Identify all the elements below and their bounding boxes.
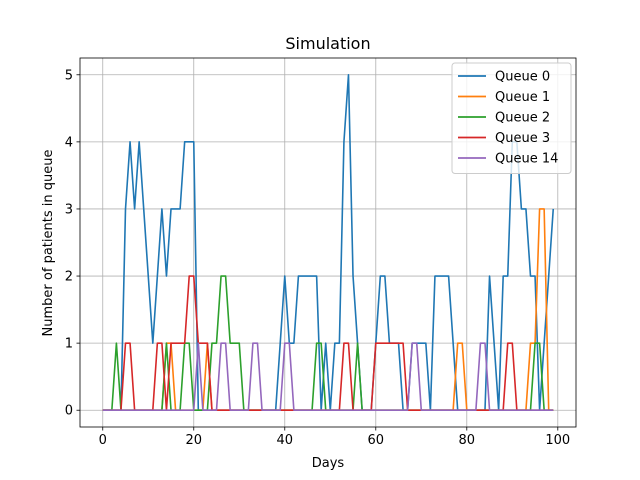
series-line-queue-14 — [102, 342, 554, 412]
plot-frame — [79, 57, 577, 428]
legend-label: Queue 3 — [495, 131, 550, 146]
legend-label: Queue 0 — [495, 70, 550, 85]
y-tick-label: 1 — [65, 337, 73, 352]
series-lines — [102, 73, 555, 412]
x-tick-label: 0 — [99, 433, 107, 448]
x-tick-label: 80 — [459, 433, 476, 448]
x-axis-label: Days — [312, 456, 345, 471]
x-tick-label: 60 — [368, 433, 385, 448]
y-axis-label: Number of patients in queue — [41, 150, 56, 337]
y-tick-label: 0 — [65, 404, 73, 419]
x-tick-label: 20 — [185, 433, 202, 448]
x-tick-label: 100 — [545, 433, 570, 448]
legend-label: Queue 2 — [495, 111, 550, 126]
x-tick-label: 40 — [276, 433, 293, 448]
chart-title: Simulation — [285, 34, 370, 53]
legend-label: Queue 1 — [495, 90, 550, 105]
y-tick-label: 3 — [65, 202, 73, 217]
legend: Queue 0 Queue 1 Queue 2 Queue 3 Queue 14 — [451, 62, 572, 174]
y-tick-label: 5 — [65, 68, 73, 83]
axes: 0 20 40 60 80 100 0 1 2 3 4 5 — [65, 57, 577, 448]
legend-box — [451, 62, 572, 174]
legend-label: Queue 14 — [495, 152, 558, 167]
y-tick-label: 2 — [65, 270, 73, 285]
y-tick-label: 4 — [65, 135, 73, 150]
